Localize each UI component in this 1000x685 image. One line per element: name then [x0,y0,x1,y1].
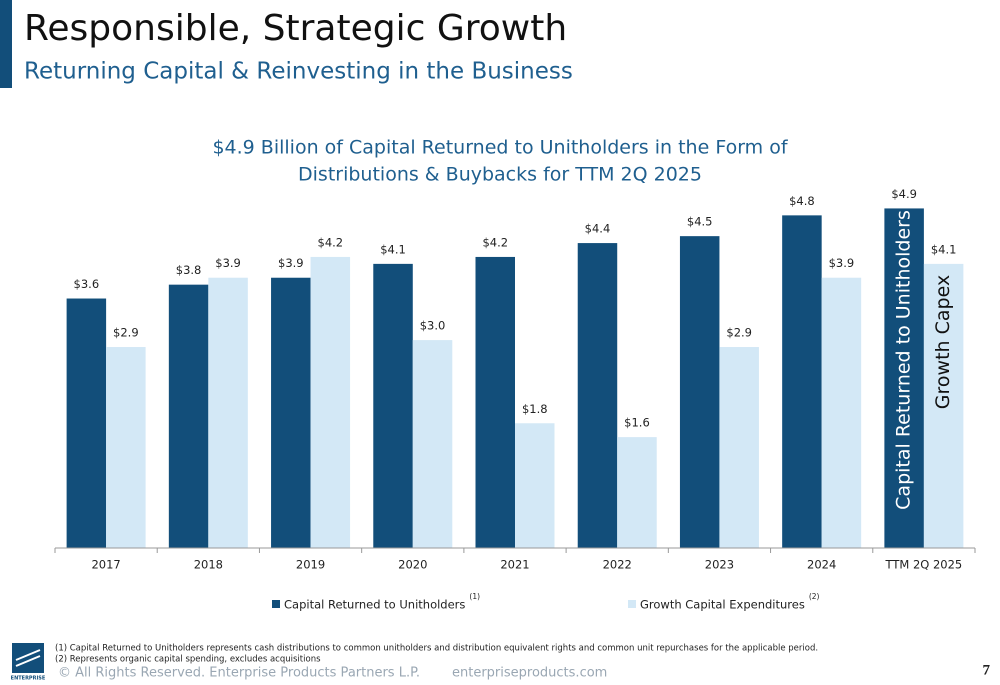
legend-swatch [628,600,636,608]
value-label: $1.6 [624,416,650,430]
accent-bar [0,0,12,88]
x-tick-label: 2020 [398,558,427,572]
bar [679,236,720,548]
bar [617,437,657,548]
bar [208,277,248,548]
website: enterpriseproducts.com [452,666,607,681]
logo-stripes [15,649,41,667]
slide-subtitle: Returning Capital & Reinvesting in the B… [24,59,573,85]
bar [923,263,964,548]
bar [168,284,209,548]
x-tick-label: 2023 [705,558,734,572]
slide-title: Responsible, Strategic Growth [24,8,567,49]
value-label: $4.1 [931,242,957,256]
bar [310,256,351,548]
value-label: $2.9 [113,326,139,340]
legend-label: Growth Capital Expenditures [640,598,805,612]
bar [719,347,759,548]
x-tick-label: 2019 [296,558,325,572]
bar [884,208,924,548]
x-tick-label: 2018 [194,558,223,572]
value-label: $4.2 [482,235,508,249]
bar [577,243,618,548]
x-tick-label: 2024 [807,558,836,572]
value-label: $4.8 [789,194,815,208]
bar [412,340,453,548]
value-label: $3.8 [176,263,202,277]
value-label: $2.9 [726,326,752,340]
value-label: $4.5 [687,215,713,229]
bar [271,277,311,548]
value-label: $3.9 [215,256,241,270]
logo-mark [12,643,44,673]
bar [66,298,107,548]
bar-annotation: Growth Capex [932,275,954,409]
value-label: $3.9 [829,256,855,270]
bar [821,277,862,548]
value-label: $4.2 [318,235,344,249]
value-label: $3.6 [74,277,100,291]
chart-title: Distributions & Buybacks for TTM 2Q 2025 [298,164,702,186]
page-number: 7 [983,662,991,678]
footnote: (1) Capital Returned to Unitholders repr… [55,644,818,654]
bar [373,263,413,548]
value-label: $4.1 [380,242,406,256]
legend-note: (1) [469,592,480,601]
legend-note: (2) [809,592,820,601]
value-label: $3.0 [420,319,446,333]
logo-text: ENTERPRISE [11,676,46,682]
footnote: (2) Represents organic capital spending,… [55,655,321,665]
copyright: © All Rights Reserved. Enterprise Produc… [58,666,420,681]
legend-swatch [272,600,280,608]
bar [515,423,555,548]
legend-label: Capital Returned to Unitholders [284,598,465,612]
value-label: $4.4 [585,222,611,236]
value-label: $1.8 [522,402,548,416]
x-tick-label: 2017 [91,558,120,572]
bar [782,215,822,549]
x-tick-label: 2022 [603,558,632,572]
bar [106,347,146,548]
x-tick-label: TTM 2Q 2025 [885,558,963,572]
logo: ENTERPRISE [11,643,46,682]
value-label: $4.9 [891,187,917,201]
bar [475,256,515,548]
value-label: $3.9 [278,256,304,270]
chart-title: $4.9 Billion of Capital Returned to Unit… [212,137,788,159]
x-tick-label: 2021 [500,558,529,572]
bar-annotation: Capital Returned to Unitholders [893,210,915,510]
